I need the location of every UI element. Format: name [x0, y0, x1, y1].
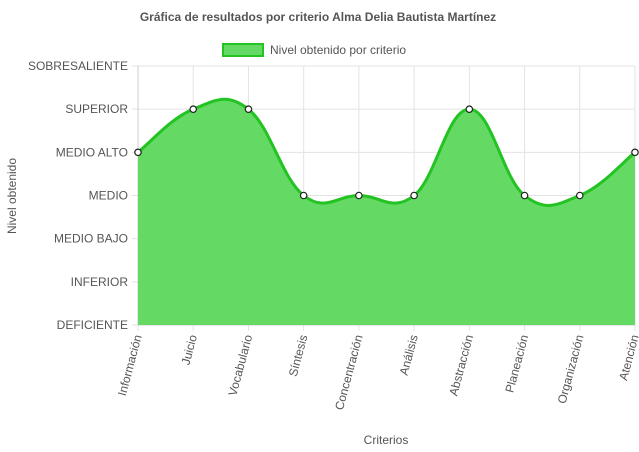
x-tick-label: Planeación — [502, 333, 531, 394]
x-axis-ticks: Información Juicio Vocabulario Síntesis Conc… — [115, 333, 639, 412]
x-tick-label: Información — [115, 333, 145, 397]
x-tick-label: Concentración — [332, 333, 366, 411]
data-point[interactable] — [631, 148, 639, 157]
y-tick-label: SOBRESALIENTE — [28, 59, 128, 73]
y-axis-ticks: DEFICIENTE INFERIOR MEDIO BAJO MEDIO MEDIO A… — [28, 59, 128, 332]
data-point[interactable] — [134, 148, 142, 157]
x-axis-title: Criterios — [364, 433, 409, 447]
data-point[interactable] — [520, 191, 529, 200]
x-tick-label: Abstracción — [446, 333, 476, 397]
y-tick-label: MEDIO ALTO — [56, 145, 128, 159]
y-tick-label: MEDIO — [89, 189, 128, 203]
legend-label: Nivel obtenido por criterio — [270, 43, 406, 57]
y-axis-title: Nivel obtenido — [5, 158, 19, 234]
chart-title: Gráfica de resultados por criterio Alma … — [140, 10, 496, 24]
y-tick-label: DEFICIENTE — [57, 318, 128, 332]
data-point[interactable] — [465, 105, 474, 113]
data-point[interactable] — [410, 191, 418, 200]
series-area — [138, 99, 635, 325]
y-tick-label: INFERIOR — [71, 275, 129, 289]
legend-swatch — [222, 43, 264, 57]
x-tick-label: Organización — [555, 333, 587, 405]
data-point[interactable] — [189, 105, 198, 113]
x-tick-label: Síntesis — [286, 333, 311, 378]
x-tick-label: Vocabulario — [225, 333, 255, 398]
x-tick-label: Análisis — [397, 333, 421, 377]
data-point[interactable] — [244, 105, 253, 113]
plot-area — [137, 97, 636, 325]
legend[interactable]: Nivel obtenido por criterio — [222, 43, 406, 57]
x-tick-label: Atención — [616, 333, 639, 382]
data-point[interactable] — [299, 191, 308, 200]
y-tick-label: MEDIO BAJO — [54, 232, 128, 246]
data-point[interactable] — [575, 191, 584, 200]
series-line — [137, 97, 636, 207]
x-tick-label: Juicio — [179, 333, 201, 367]
data-point[interactable] — [355, 191, 363, 200]
data-points — [134, 105, 639, 200]
y-tick-label: SUPERIOR — [65, 102, 128, 116]
